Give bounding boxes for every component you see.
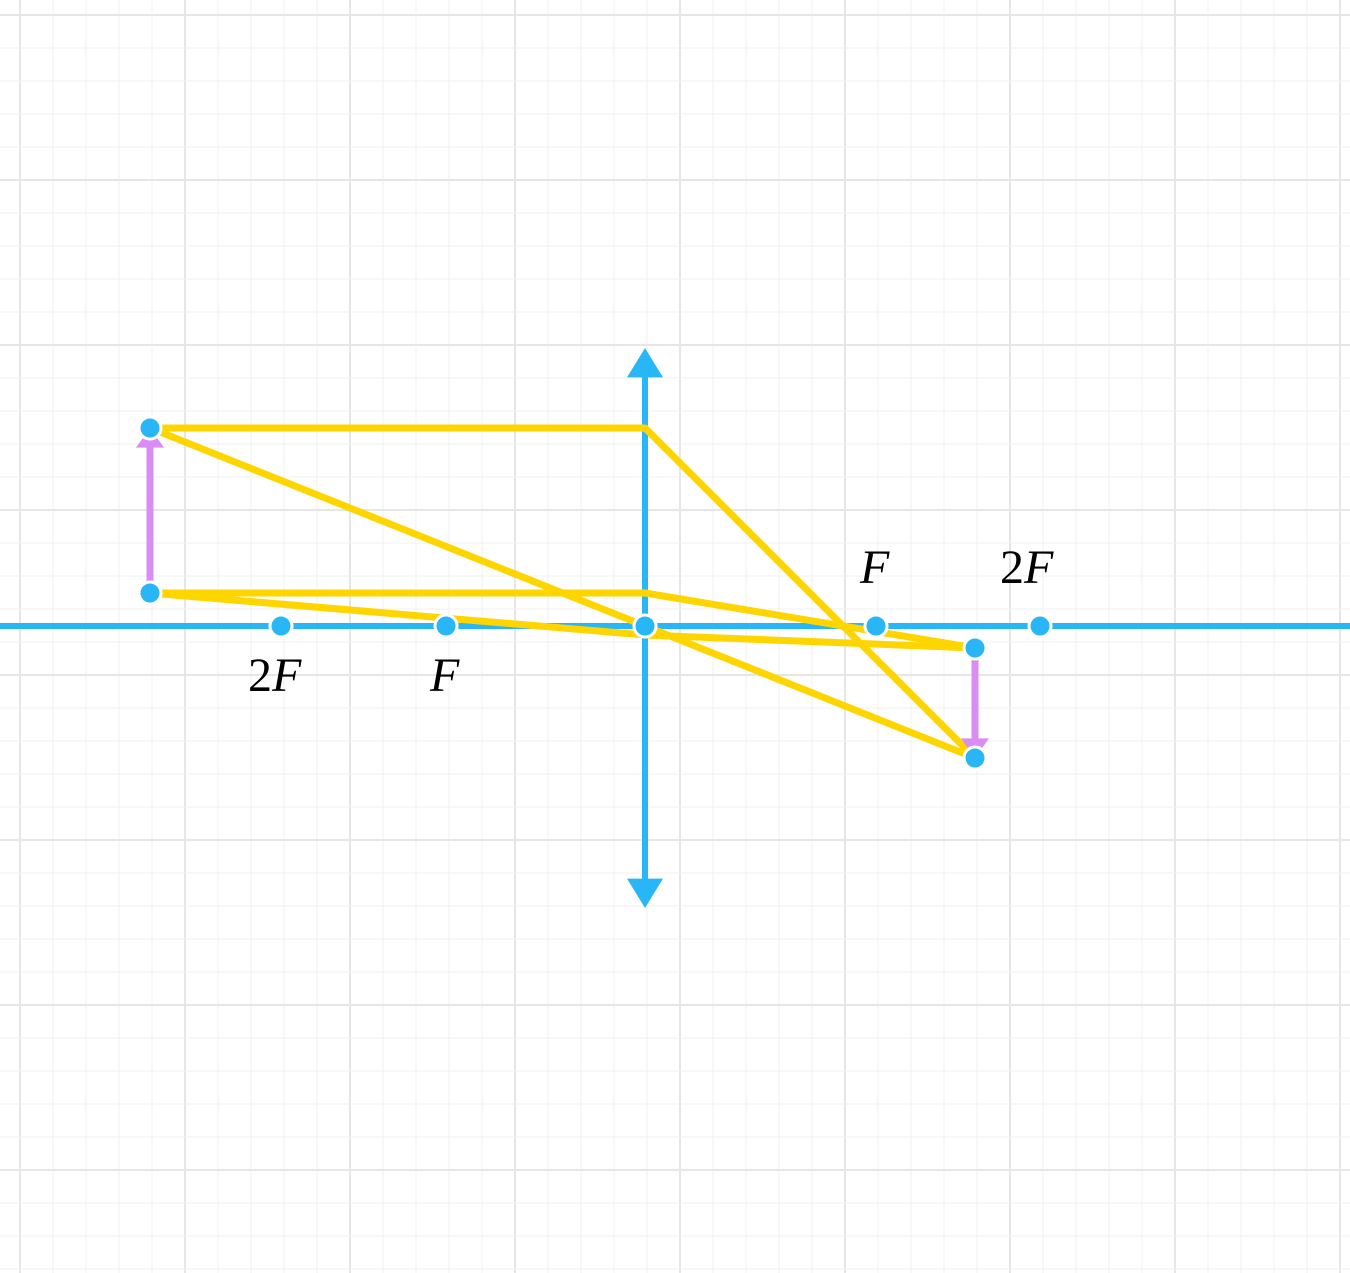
label-2F-left: 2F bbox=[248, 648, 301, 703]
diagram-svg bbox=[0, 0, 1350, 1273]
point-obj_tip bbox=[139, 417, 161, 439]
point-obj_base bbox=[139, 582, 161, 604]
point-img_tip bbox=[964, 747, 986, 769]
point-2F_right bbox=[1029, 615, 1051, 637]
label-2F-right: 2F bbox=[1000, 540, 1053, 595]
lens-arrow-up bbox=[627, 348, 663, 377]
label-F-right-text: F bbox=[860, 541, 889, 594]
point-lens_center bbox=[634, 615, 656, 637]
point-F_left bbox=[435, 615, 457, 637]
diagram-stage: F 2F 2F F bbox=[0, 0, 1350, 1273]
point-2F_left bbox=[270, 615, 292, 637]
point-F_right bbox=[865, 615, 887, 637]
point-img_base bbox=[964, 637, 986, 659]
lens-arrow-down bbox=[627, 879, 663, 908]
label-F-right: F bbox=[860, 540, 889, 595]
label-F-left-text: F bbox=[430, 649, 459, 702]
label-F-left: F bbox=[430, 648, 459, 703]
